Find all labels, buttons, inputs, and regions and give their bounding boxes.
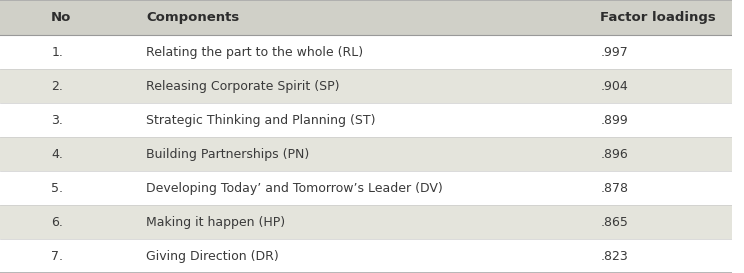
Text: Factor loadings: Factor loadings	[600, 11, 716, 24]
FancyBboxPatch shape	[0, 137, 732, 171]
Text: Building Partnerships (PN): Building Partnerships (PN)	[147, 148, 310, 161]
Text: .899: .899	[600, 114, 628, 127]
Text: Developing Today’ and Tomorrow’s Leader (DV): Developing Today’ and Tomorrow’s Leader …	[147, 182, 443, 195]
Text: Relating the part to the whole (RL): Relating the part to the whole (RL)	[147, 46, 364, 59]
FancyBboxPatch shape	[0, 205, 732, 239]
Text: 2.: 2.	[51, 80, 63, 93]
Text: 1.: 1.	[51, 46, 63, 59]
FancyBboxPatch shape	[0, 35, 732, 69]
Text: .878: .878	[600, 182, 628, 195]
FancyBboxPatch shape	[0, 69, 732, 103]
Text: 5.: 5.	[51, 182, 63, 195]
Text: .865: .865	[600, 216, 628, 229]
Text: 6.: 6.	[51, 216, 63, 229]
FancyBboxPatch shape	[0, 239, 732, 273]
Text: No: No	[51, 11, 71, 24]
Text: Giving Direction (DR): Giving Direction (DR)	[147, 250, 279, 263]
Text: 7.: 7.	[51, 250, 63, 263]
Text: Components: Components	[147, 11, 240, 24]
Text: Releasing Corporate Spirit (SP): Releasing Corporate Spirit (SP)	[147, 80, 340, 93]
Text: .997: .997	[600, 46, 628, 59]
FancyBboxPatch shape	[0, 0, 732, 35]
Text: 4.: 4.	[51, 148, 63, 161]
Text: .904: .904	[600, 80, 628, 93]
Text: .823: .823	[600, 250, 628, 263]
Text: .896: .896	[600, 148, 628, 161]
Text: 3.: 3.	[51, 114, 63, 127]
FancyBboxPatch shape	[0, 171, 732, 205]
FancyBboxPatch shape	[0, 103, 732, 137]
Text: Strategic Thinking and Planning (ST): Strategic Thinking and Planning (ST)	[147, 114, 376, 127]
Text: Making it happen (HP): Making it happen (HP)	[147, 216, 286, 229]
